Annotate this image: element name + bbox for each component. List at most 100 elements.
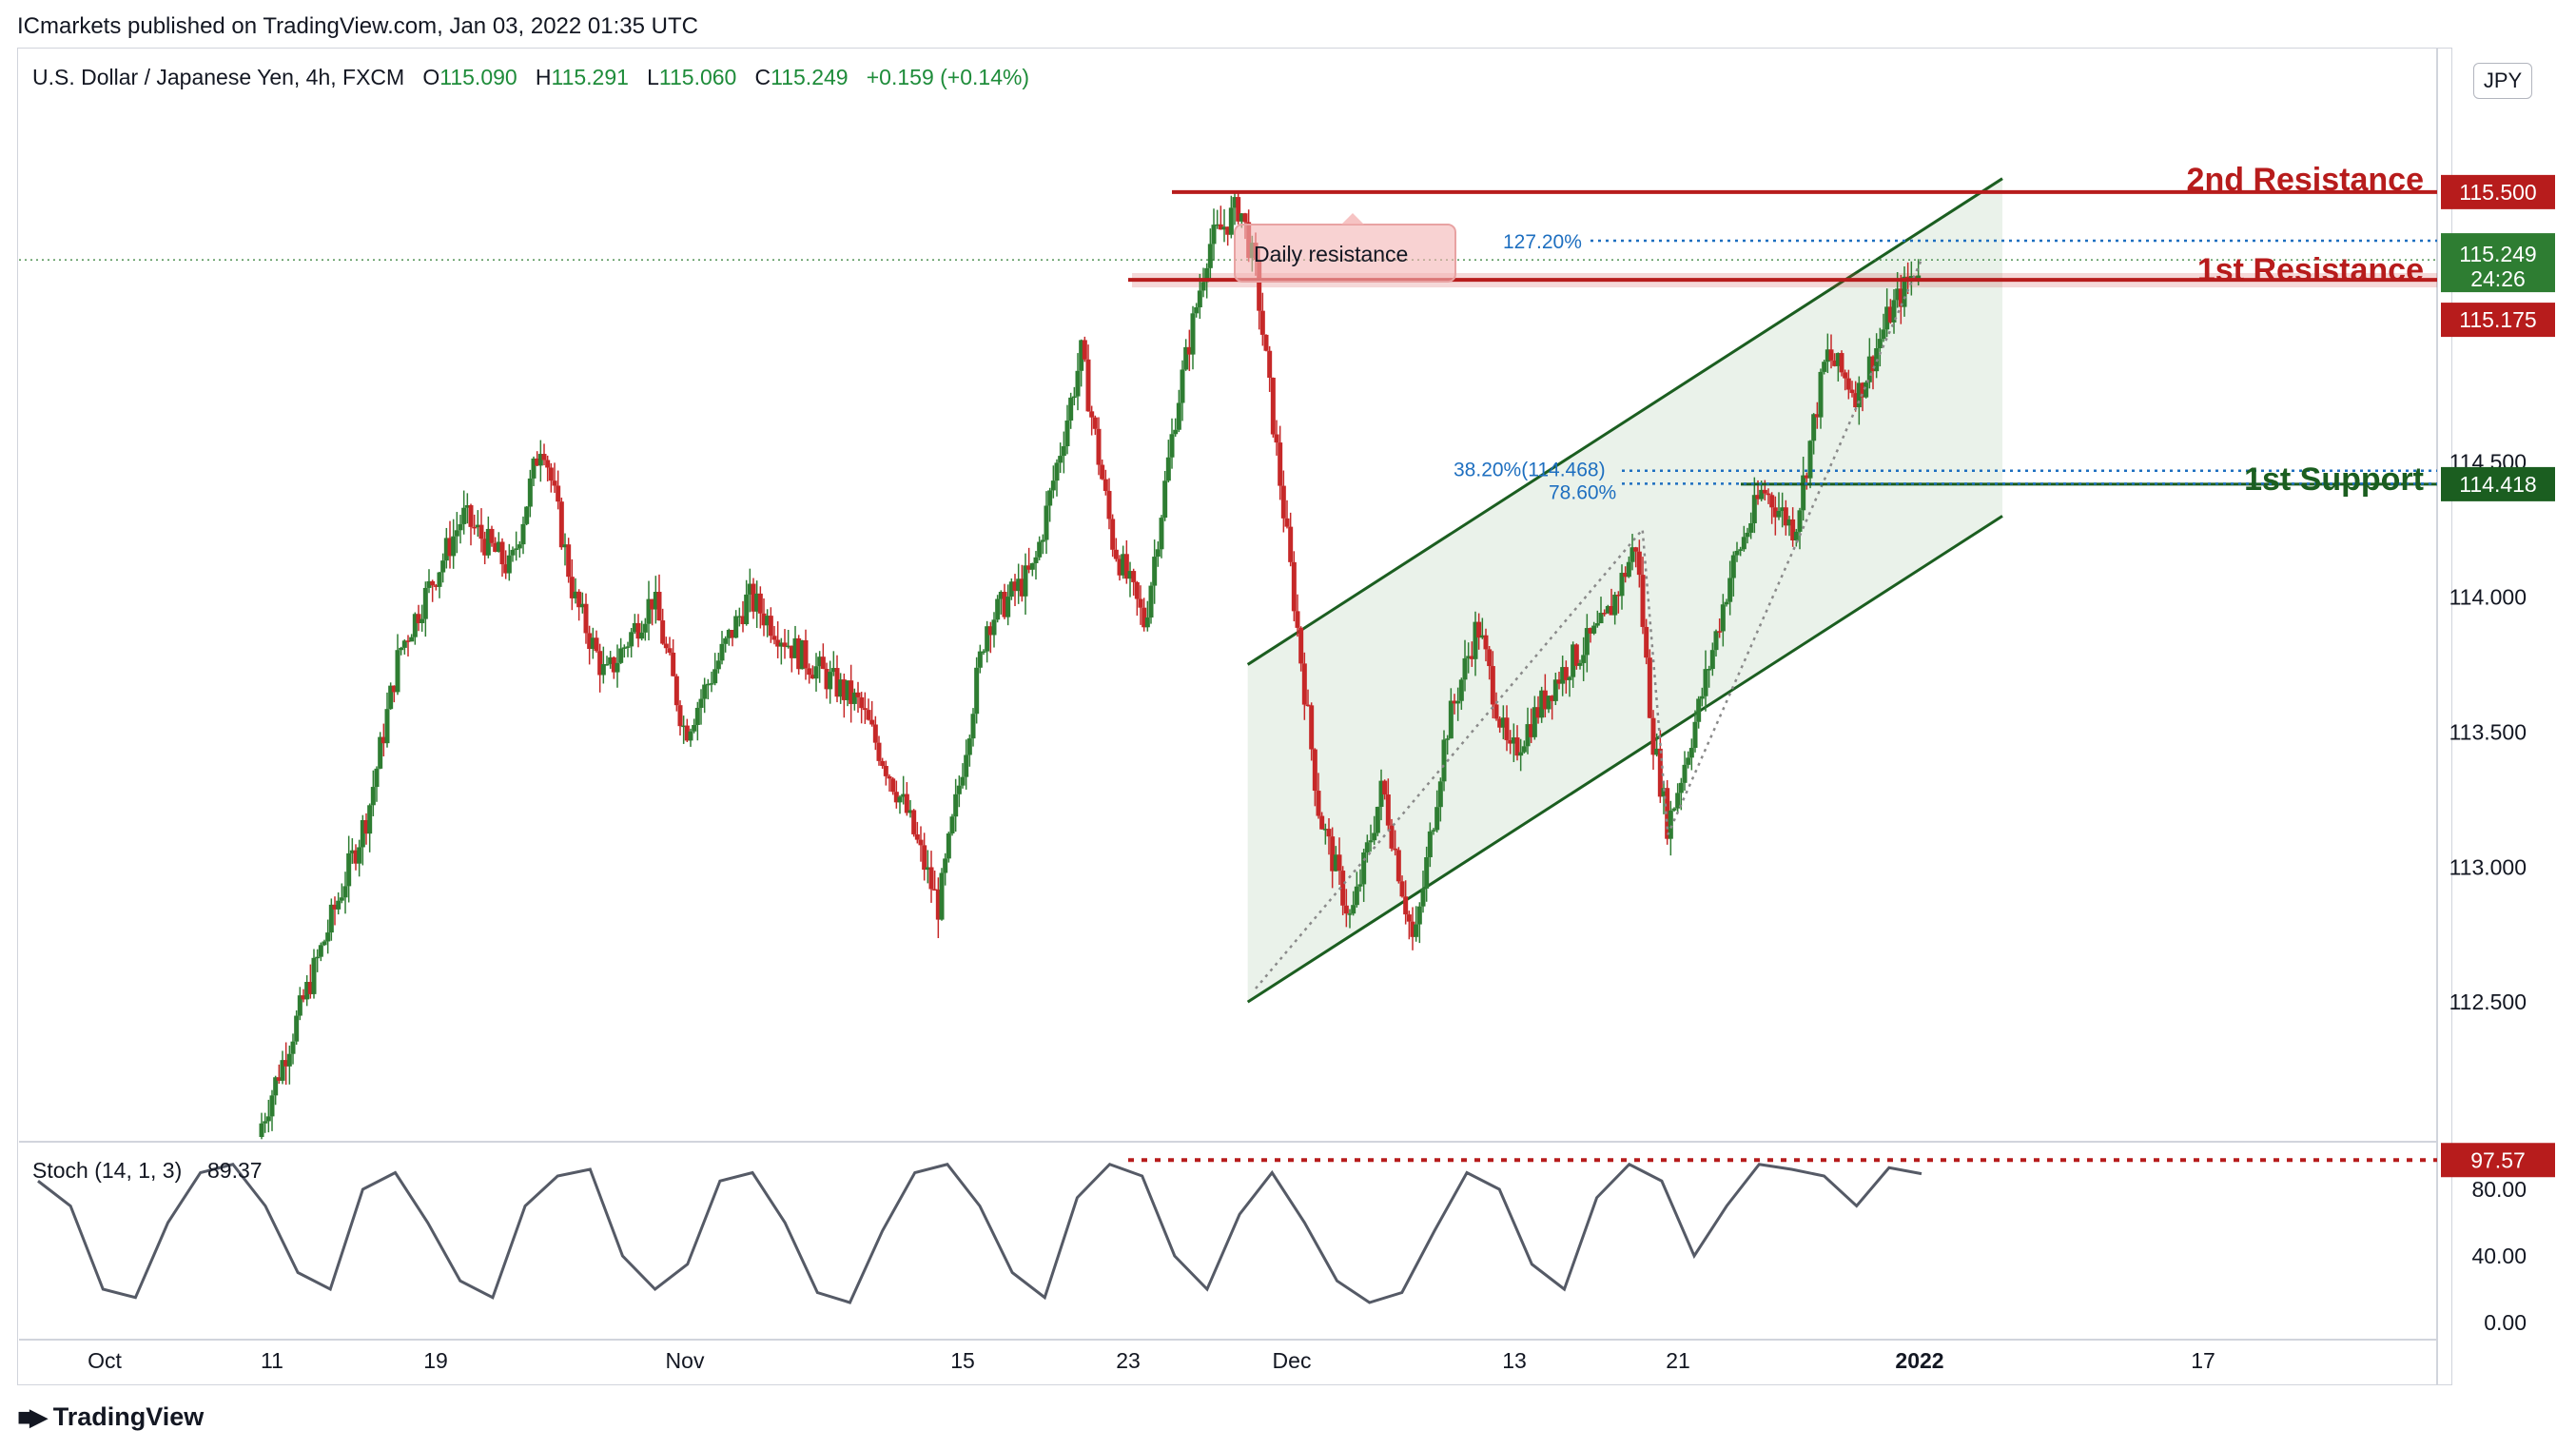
candle-up (925, 867, 930, 871)
candle-up (265, 1116, 271, 1122)
candle-down (1650, 717, 1656, 755)
candle-up (1414, 924, 1419, 937)
candle-up (1521, 746, 1527, 753)
candle-down (478, 524, 484, 539)
candle-down (1389, 825, 1395, 849)
candle-up (1029, 562, 1035, 570)
candle-up (325, 932, 331, 942)
candle-up (709, 683, 714, 685)
candle-down (1870, 356, 1876, 372)
channel-lower-line (1246, 515, 2003, 1004)
candle-down (1640, 575, 1646, 627)
candle-down (834, 668, 840, 697)
time-tick: Oct (88, 1348, 122, 1373)
candle-down (1019, 578, 1025, 597)
candle-down (1117, 558, 1122, 576)
candle-up (726, 630, 732, 638)
candle-up (1759, 489, 1765, 500)
candle-up (1016, 578, 1022, 592)
candle-up (1751, 495, 1757, 523)
candle-down (789, 645, 794, 658)
candle-up (1040, 539, 1045, 542)
publisher-credit: ICmarkets published on TradingView.com, … (17, 13, 698, 39)
first-support-label: 1st Support (2244, 461, 2424, 498)
candle-up (1703, 669, 1708, 696)
candle-down (1393, 848, 1398, 851)
candle-down (1644, 626, 1649, 658)
candle-up (273, 1077, 279, 1096)
candle-up (1724, 601, 1729, 605)
candle-up (1780, 507, 1786, 511)
candle-down (1814, 414, 1820, 418)
candle-up (1023, 565, 1028, 597)
candle-down (663, 643, 669, 649)
tag-first-support-bg (2441, 466, 2555, 501)
candle-up (1678, 782, 1684, 794)
ohlc-change: +0.159 (+0.14%) (866, 65, 1030, 89)
candle-down (556, 485, 561, 502)
candle-down (1305, 704, 1311, 707)
candle-up (370, 787, 376, 806)
candle-down (775, 639, 781, 647)
chart-frame (17, 48, 2452, 1385)
candle-down (1849, 389, 1855, 394)
candle-up (422, 587, 428, 619)
candle-up (1455, 700, 1461, 704)
candle-down (1493, 704, 1499, 719)
candle-up (290, 1041, 296, 1054)
candle-down (859, 696, 865, 709)
time-tick: 17 (2191, 1348, 2215, 1373)
candle-up (960, 776, 966, 786)
candle-up (1612, 595, 1618, 616)
candle-down (914, 833, 920, 840)
candle-up (817, 656, 823, 667)
candle-up (1864, 382, 1869, 398)
candle-up (520, 523, 526, 545)
candle-up (1630, 547, 1635, 562)
candle-down (1633, 547, 1639, 552)
currency-badge[interactable]: JPY (2473, 63, 2532, 99)
candle-down (1082, 340, 1087, 360)
candle-up (1152, 557, 1158, 586)
candle-up (1748, 522, 1754, 533)
ohlc-open: 115.090 (439, 65, 517, 89)
candle-down (935, 889, 941, 920)
candle-down (1012, 581, 1018, 592)
candle-up (409, 637, 415, 642)
candle-up (1200, 282, 1206, 291)
candle-down (1312, 749, 1317, 792)
candle-down (1330, 836, 1336, 872)
candle-down (1263, 334, 1269, 351)
candle-up (1033, 557, 1039, 563)
candle-up (1458, 679, 1464, 701)
candle-down (1845, 378, 1851, 390)
candle-down (1769, 495, 1775, 508)
stoch-tick: 80.00 (2471, 1177, 2527, 1202)
candle-up (1462, 657, 1468, 680)
candle-up (974, 667, 980, 715)
candles (259, 192, 1922, 1140)
candle-up (322, 941, 327, 946)
candle-up (1793, 531, 1799, 541)
candle-up (1215, 224, 1220, 226)
candle-up (1368, 840, 1374, 843)
candle-down (1309, 705, 1315, 750)
candle-down (807, 668, 812, 676)
candle-down (1274, 434, 1279, 443)
candle-up (395, 650, 400, 693)
candle-up (642, 623, 648, 633)
candle-down (911, 810, 917, 834)
candle-up (1745, 532, 1750, 538)
candle-down (1717, 631, 1723, 633)
candle-up (458, 523, 463, 531)
tradingview-logo[interactable]: ■▶ TradingView (17, 1402, 204, 1432)
candle-up (939, 872, 945, 920)
candle-down (1326, 829, 1332, 837)
candle-down (890, 778, 896, 793)
candle-up (496, 541, 501, 553)
price-tick: 112.500 (2449, 990, 2527, 1014)
candle-down (677, 705, 683, 727)
candle-down (918, 839, 924, 846)
candle-down (1123, 554, 1129, 579)
